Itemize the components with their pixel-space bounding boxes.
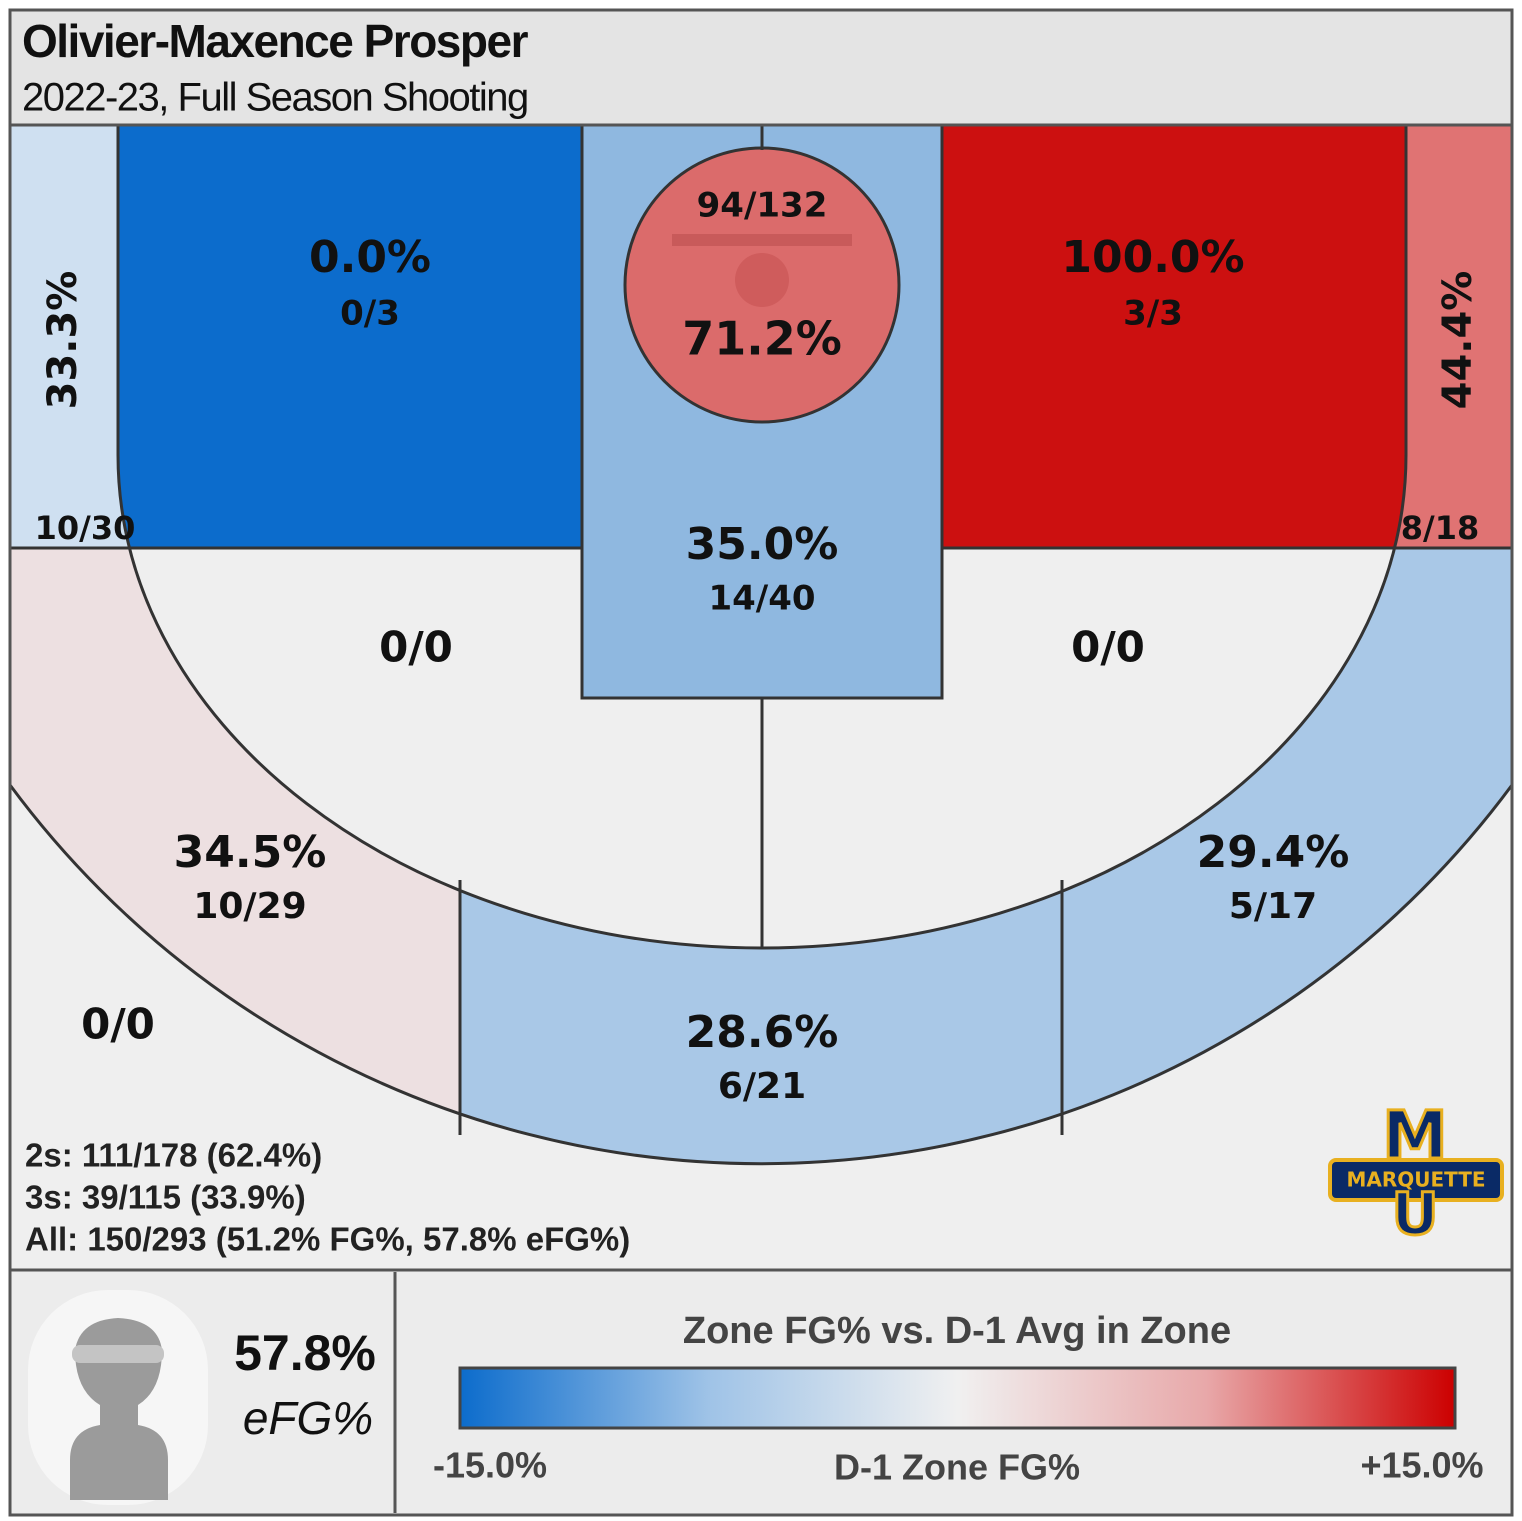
wing-split (458, 880, 1064, 1135)
zone-shots: 10/30 (35, 509, 136, 547)
zone-pct: 71.2% (682, 312, 842, 366)
zone-shots: 0/0 (1071, 623, 1145, 672)
rim (735, 253, 789, 307)
title: Olivier-Maxence Prosper (22, 15, 529, 67)
logo-band (1328, 1158, 1504, 1202)
zone-shots: 3/3 (1123, 294, 1183, 334)
efg-value: 57.8% (234, 1325, 376, 1381)
avatar (70, 1318, 168, 1500)
outer-line (8, 784, 1514, 1166)
color-scale (458, 1366, 1457, 1430)
zone-shots: 6/21 (718, 1066, 806, 1107)
legend-title: Zone FG% vs. D-1 Avg in Zone (683, 1310, 1231, 1352)
zone-pct: 29.4% (1197, 827, 1350, 878)
zone-pct: 33.3% (40, 271, 86, 410)
zone-pct: 100.0% (1061, 232, 1244, 283)
subtitle: 2022-23, Full Season Shooting (22, 76, 528, 120)
zone-shots: 0/0 (379, 623, 453, 672)
zone-pct: 34.5% (174, 827, 327, 878)
zone-shots: 0/0 (81, 1000, 155, 1049)
bottom-panel: 57.8% eFG% Zone FG% vs. D-1 Avg in Zone … (8, 1268, 1514, 1517)
total-line: 2s: 111/178 (62.4%) (25, 1137, 322, 1174)
legend-low: -15.0% (433, 1445, 547, 1486)
logo-band-text: MARQUETTE (1346, 1168, 1485, 1192)
logo-top: M (1382, 1097, 1448, 1174)
zone-shots: 10/29 (193, 886, 306, 927)
zone-shots: 0/3 (340, 294, 400, 334)
zone-shots: 14/40 (708, 579, 815, 619)
zone-shots: 94/132 (697, 186, 828, 226)
zone-shots: 5/17 (1229, 886, 1317, 927)
legend-high: +15.0% (1360, 1445, 1483, 1486)
headband (72, 1345, 164, 1363)
legend-middle: D-1 Zone FG% (834, 1447, 1080, 1488)
zone-pct: 35.0% (686, 519, 839, 570)
court: 33.3% 10/30 0.0% 0/3 71.2% 94/132 100.0% 3/3 44.… (8, 123, 1514, 1272)
zone-shots: 8/18 (1401, 509, 1479, 547)
zone-pct: 28.6% (686, 1007, 839, 1058)
zone-pct: 0.0% (309, 232, 431, 283)
zone-pct: 44.4% (1435, 271, 1481, 410)
total-line: 3s: 39/115 (33.9%) (25, 1179, 306, 1216)
efg-label: eFG% (243, 1392, 373, 1444)
logo-bottom: U (1391, 1180, 1438, 1248)
total-line: All: 150/293 (51.2% FG%, 57.8% eFG%) (25, 1221, 630, 1258)
